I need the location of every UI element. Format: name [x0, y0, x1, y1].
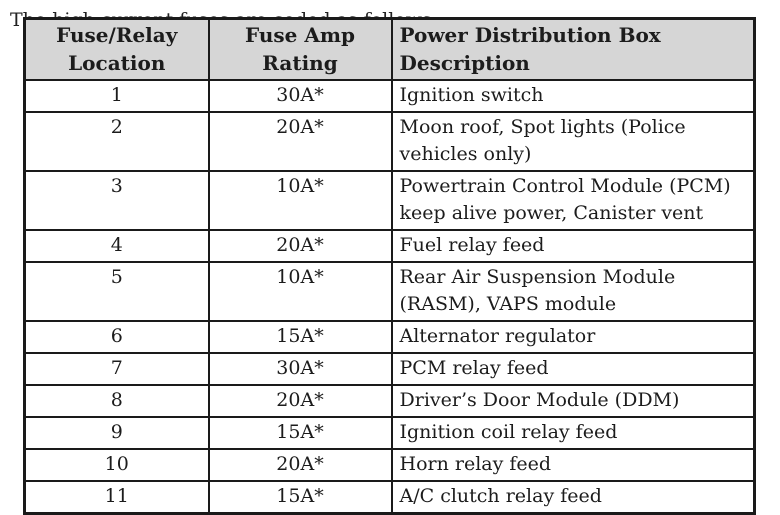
table-row: 8 20A* Driver’s Door Module (DDM) [23, 384, 756, 418]
description-cell: Alternator regulator [390, 320, 756, 354]
fuse-location-cell: 1 [23, 79, 210, 113]
fuse-location-cell: 2 [23, 111, 210, 172]
fuse-location-cell: 6 [23, 320, 210, 354]
description-cell: Moon roof, Spot lights (Police vehicles … [390, 111, 756, 172]
description-cell: Rear Air Suspension Module (RASM), VAPS … [390, 261, 756, 322]
description-cell: Fuel relay feed [390, 229, 756, 263]
amp-rating-cell: 10A* [207, 170, 393, 231]
header-fuse-relay-location: Fuse/Relay Location [23, 17, 210, 81]
amp-rating-cell: 30A* [207, 352, 393, 386]
amp-rating-cell: 20A* [207, 384, 393, 418]
table-row: 1 30A* Ignition switch [23, 79, 756, 113]
fuse-location-cell: 3 [23, 170, 210, 231]
fuse-location-cell: 4 [23, 229, 210, 263]
description-cell: A/C clutch relay feed [390, 480, 756, 515]
amp-rating-cell: 10A* [207, 261, 393, 322]
header-power-distribution-box-description: Power Distribution Box Description [390, 17, 756, 81]
table-row: 7 30A* PCM relay feed [23, 352, 756, 386]
amp-rating-cell: 20A* [207, 448, 393, 482]
fuse-location-cell: 10 [23, 448, 210, 482]
amp-rating-cell: 15A* [207, 416, 393, 450]
fuse-location-cell: 9 [23, 416, 210, 450]
header-fuse-amp-rating: Fuse Amp Rating [207, 17, 393, 81]
fuse-location-cell: 11 [23, 480, 210, 515]
amp-rating-cell: 15A* [207, 320, 393, 354]
amp-rating-cell: 20A* [207, 229, 393, 263]
fuse-location-cell: 5 [23, 261, 210, 322]
table-row: 9 15A* Ignition coil relay feed [23, 416, 756, 450]
amp-rating-cell: 15A* [207, 480, 393, 515]
description-cell: Powertrain Control Module (PCM) keep ali… [390, 170, 756, 231]
fuse-location-cell: 8 [23, 384, 210, 418]
fuse-table: Fuse/Relay Location Fuse Amp Rating Powe… [23, 17, 756, 515]
description-cell: Driver’s Door Module (DDM) [390, 384, 756, 418]
description-cell: Horn relay feed [390, 448, 756, 482]
description-cell: Ignition coil relay feed [390, 416, 756, 450]
description-cell: PCM relay feed [390, 352, 756, 386]
table-row: 11 15A* A/C clutch relay feed [23, 480, 756, 515]
table-row: 5 10A* Rear Air Suspension Module (RASM)… [23, 261, 756, 322]
table-row: 10 20A* Horn relay feed [23, 448, 756, 482]
table-row: 6 15A* Alternator regulator [23, 320, 756, 354]
amp-rating-cell: 20A* [207, 111, 393, 172]
header-row: Fuse/Relay Location Fuse Amp Rating Powe… [23, 17, 756, 81]
amp-rating-cell: 30A* [207, 79, 393, 113]
table-row: 3 10A* Powertrain Control Module (PCM) k… [23, 170, 756, 231]
fuse-location-cell: 7 [23, 352, 210, 386]
table-row: 2 20A* Moon roof, Spot lights (Police ve… [23, 111, 756, 172]
table-row: 4 20A* Fuel relay feed [23, 229, 756, 263]
description-cell: Ignition switch [390, 79, 756, 113]
